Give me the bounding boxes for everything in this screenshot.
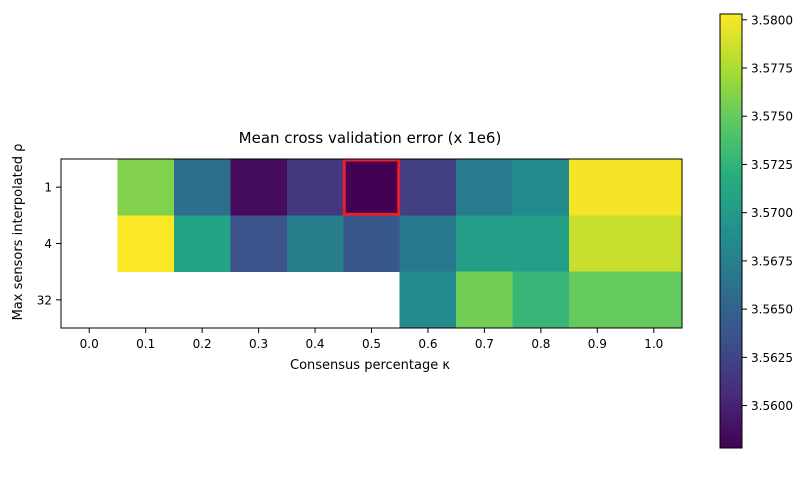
colorbar-tick-label: 3.5700 <box>751 206 793 220</box>
colorbar-tick-label: 3.5675 <box>751 254 793 268</box>
heatmap-cell <box>230 215 288 273</box>
heatmap-cell <box>117 159 175 216</box>
heatmap-cell <box>173 159 231 216</box>
x-tick-label: 0.3 <box>249 337 268 351</box>
heatmap-cell <box>456 271 514 329</box>
colorbar-ticks: 3.5600 3.5625 3.5650 3.5675 3.5700 3.5725 3.57… <box>742 13 793 413</box>
heatmap-cell <box>512 215 570 273</box>
heatmap-cell <box>569 159 683 216</box>
x-tick-label: 0.9 <box>588 337 607 351</box>
chart-title: Mean cross validation error (x 1e6) <box>239 129 502 147</box>
y-axis-ticks: 1 4 32 <box>37 181 61 307</box>
heatmap-cell <box>343 159 401 216</box>
heatmap-cell <box>343 215 401 273</box>
x-axis-label: Consensus percentage κ <box>290 358 450 373</box>
colorbar-tick-label: 3.5800 <box>751 13 793 27</box>
x-tick-label: 0.8 <box>531 337 550 351</box>
heatmap-cell <box>399 271 457 329</box>
x-tick-label: 0.5 <box>362 337 381 351</box>
y-tick-label: 32 <box>37 293 52 307</box>
colorbar-tick-label: 3.5625 <box>751 351 793 365</box>
x-tick-label: 0.2 <box>193 337 212 351</box>
colorbar-tick-label: 3.5775 <box>751 62 793 76</box>
heatmap-cell <box>286 215 344 273</box>
x-tick-label: 1.0 <box>644 337 663 351</box>
colorbar <box>719 13 743 449</box>
x-tick-label: 0.0 <box>80 337 99 351</box>
colorbar-tick-label: 3.5725 <box>751 158 793 172</box>
heatmap-cell <box>230 159 288 216</box>
heatmap-cell <box>569 215 683 273</box>
y-axis-label: Max sensors interpolated ρ <box>11 144 26 321</box>
heatmap-cell <box>399 215 457 273</box>
heatmap-cells <box>117 159 683 329</box>
heatmap-cell <box>286 159 344 216</box>
x-tick-label: 0.1 <box>136 337 155 351</box>
x-tick-label: 0.7 <box>475 337 494 351</box>
heatmap-cell <box>569 271 683 329</box>
heatmap-cell <box>456 159 514 216</box>
y-tick-label: 1 <box>44 181 52 195</box>
heatmap-cell <box>512 159 570 216</box>
colorbar-tick-label: 3.5600 <box>751 399 793 413</box>
heatmap-cell <box>456 215 514 273</box>
x-tick-label: 0.6 <box>418 337 437 351</box>
heatmap-cell <box>117 215 175 273</box>
y-tick-label: 4 <box>44 237 52 251</box>
colorbar-tick-label: 3.5650 <box>751 303 793 317</box>
x-axis-ticks: 0.0 0.1 0.2 0.3 0.4 0.5 0.6 0.7 0.8 0.9 1.0 <box>80 328 663 351</box>
colorbar-tick-label: 3.5750 <box>751 110 793 124</box>
best-cell-highlight <box>342 158 401 216</box>
heatmap-cell <box>399 159 457 216</box>
heatmap-cell <box>512 271 570 329</box>
heatmap-cell <box>173 215 231 273</box>
x-tick-label: 0.4 <box>305 337 324 351</box>
